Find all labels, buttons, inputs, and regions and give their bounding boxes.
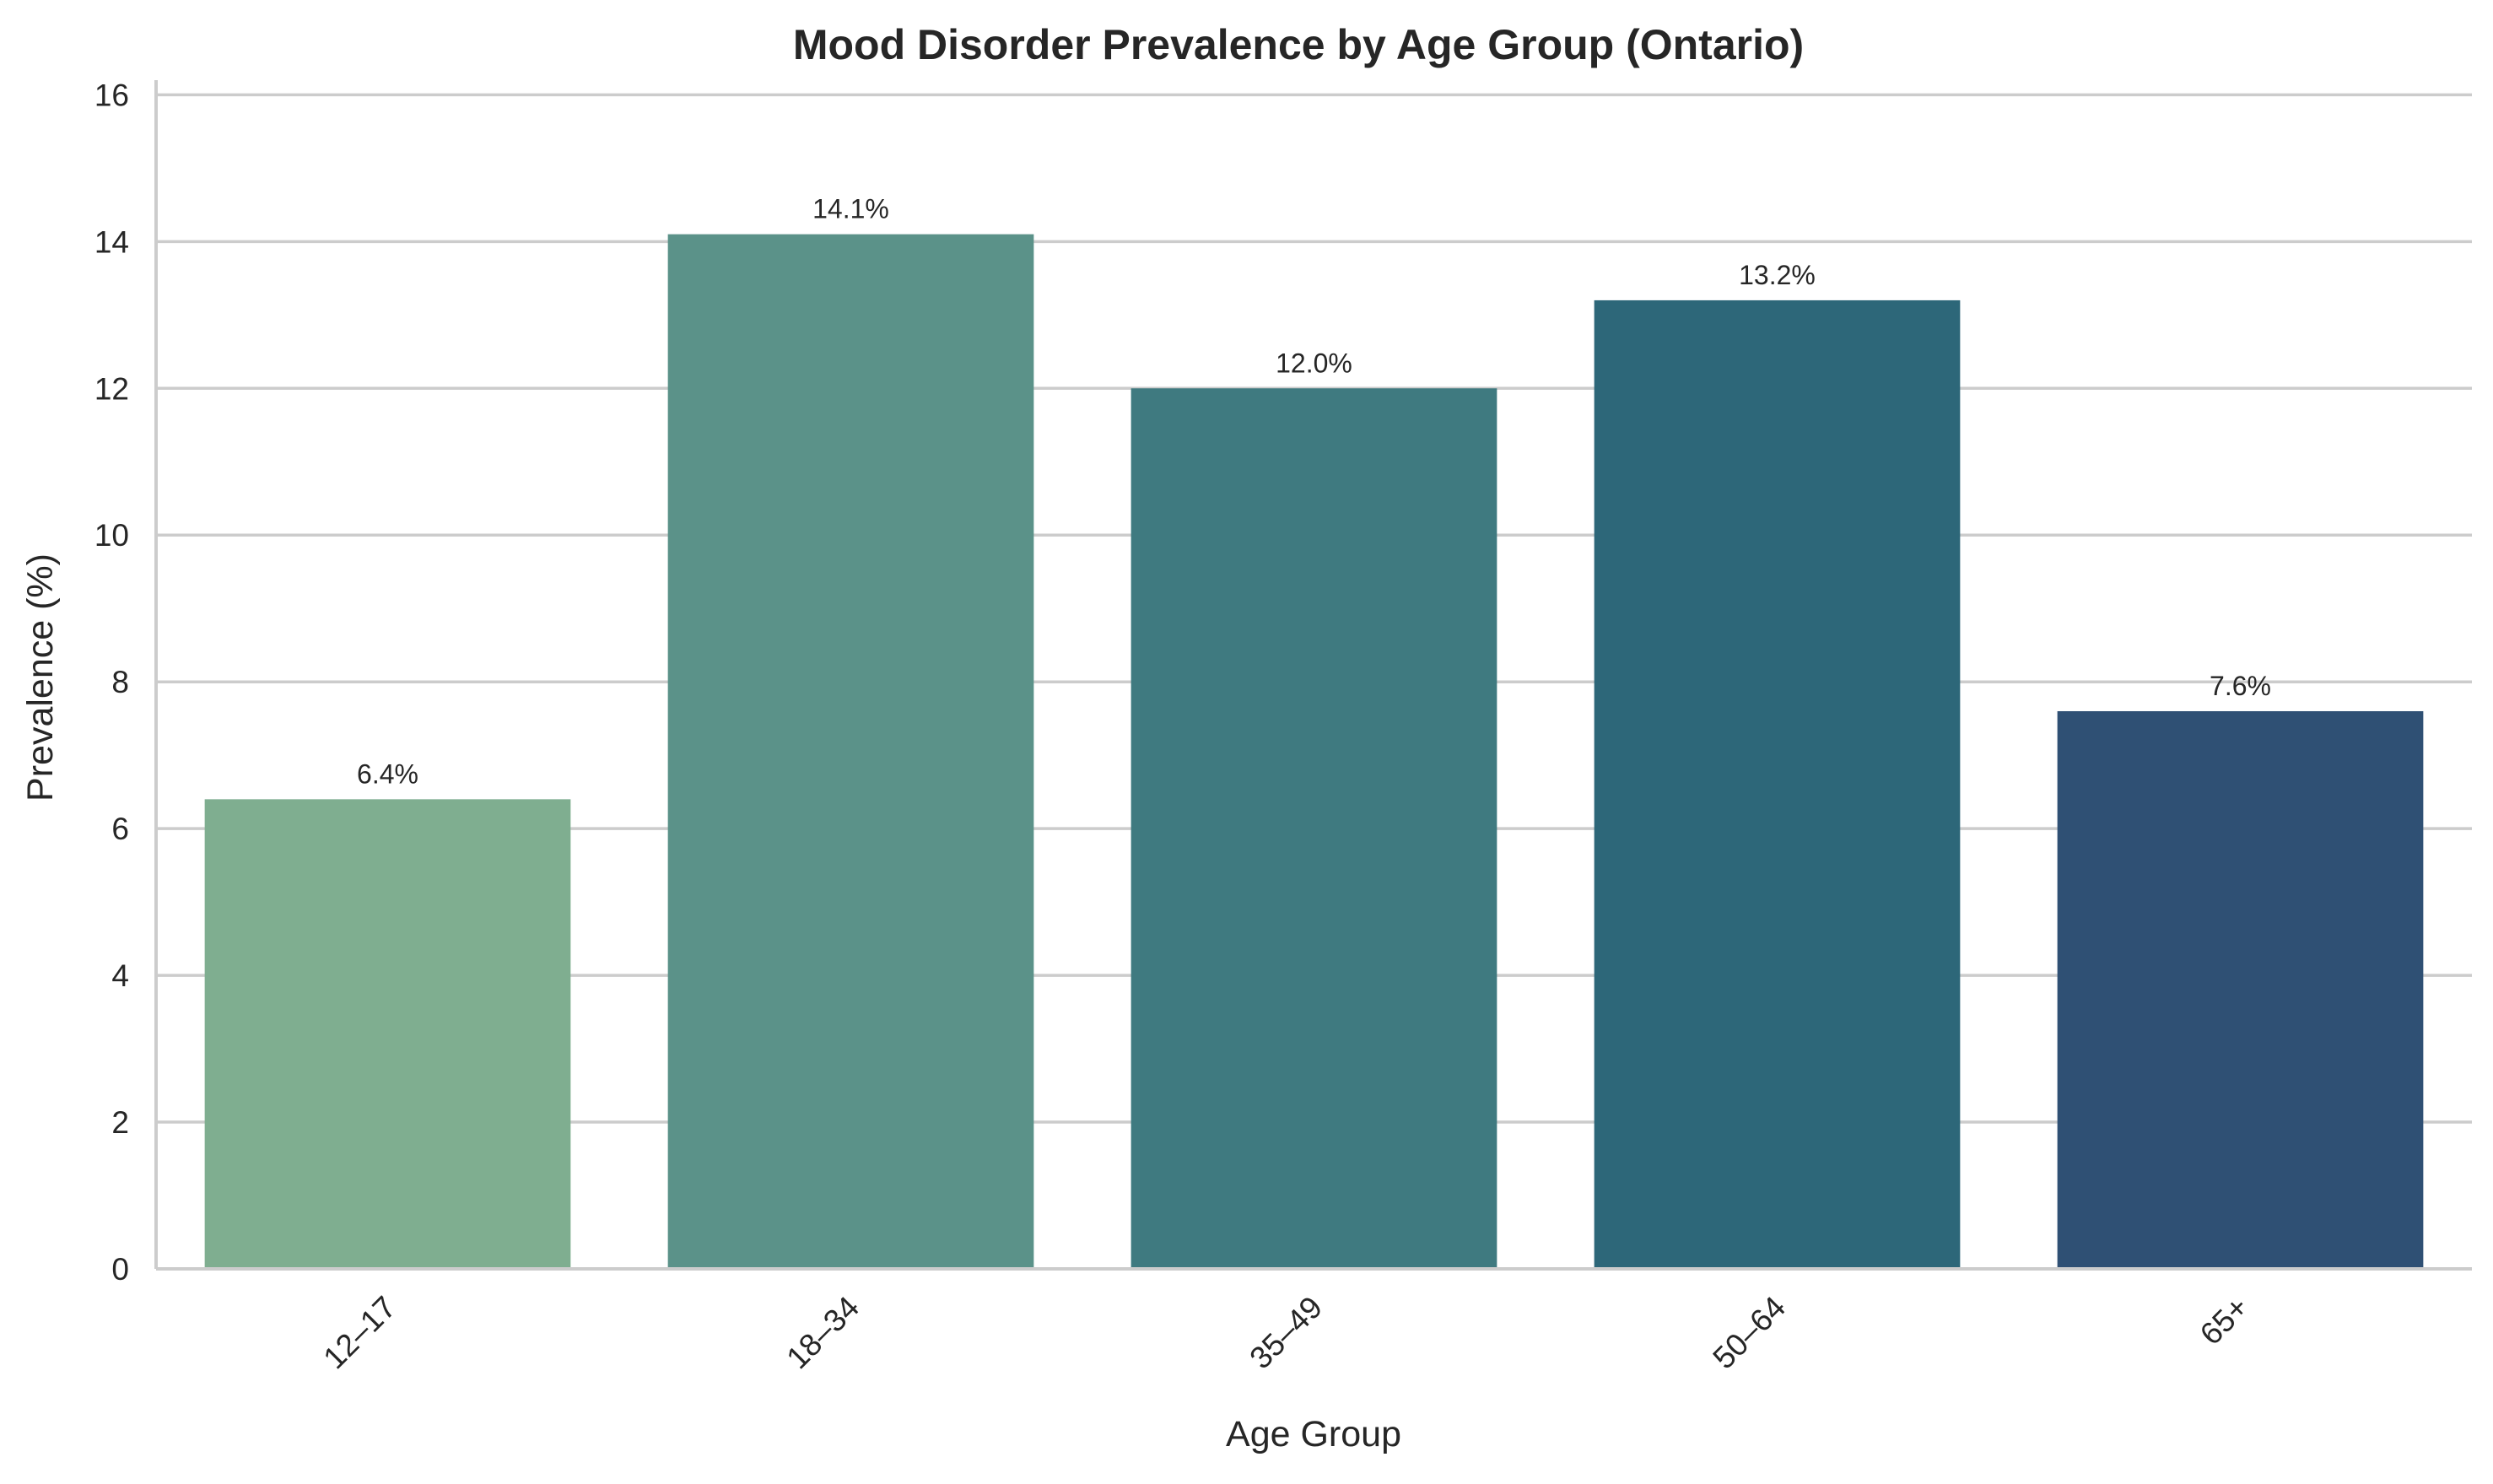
data-label: 6.4% [357, 758, 418, 789]
chart-title: Mood Disorder Prevalence by Age Group (O… [793, 21, 1804, 68]
bar [1594, 299, 1961, 1270]
data-label: 12.0% [1276, 348, 1352, 378]
bar [2057, 710, 2424, 1269]
data-label: 7.6% [2210, 671, 2271, 701]
y-axis-label: Prevalence (%) [20, 553, 61, 801]
data-label: 13.2% [1739, 260, 1816, 290]
x-tick-label: 35–49 [1243, 1290, 1329, 1376]
bar [1130, 388, 1497, 1270]
x-tick-label: 18–34 [780, 1290, 866, 1376]
data-label: 14.1% [812, 194, 889, 224]
x-tick-label: 50–64 [1706, 1290, 1792, 1376]
y-tick-label: 8 [111, 665, 129, 699]
y-tick-label: 14 [94, 224, 129, 259]
y-tick-label: 6 [111, 812, 129, 846]
bars [204, 234, 2424, 1270]
axes-spines [154, 80, 2472, 1271]
data-labels: 6.4% 14.1% 12.0% 13.2% 7.6% [357, 194, 2271, 790]
bar [204, 799, 571, 1269]
bar [667, 234, 1034, 1269]
y-tick-label: 16 [94, 78, 129, 112]
x-tick-labels: 12–17 18–34 35–49 50–64 65+ [316, 1290, 2255, 1376]
y-tick-label: 4 [111, 958, 129, 993]
x-tick-label: 65+ [2194, 1290, 2255, 1352]
y-tick-label: 0 [111, 1252, 129, 1287]
y-tick-label: 2 [111, 1105, 129, 1140]
x-tick-label: 12–17 [316, 1290, 402, 1376]
x-axis-label: Age Group [1226, 1414, 1401, 1454]
y-tick-label: 10 [94, 518, 129, 553]
y-tick-label: 12 [94, 371, 129, 406]
y-tick-labels: 0 2 4 6 8 10 12 14 16 [94, 78, 129, 1287]
